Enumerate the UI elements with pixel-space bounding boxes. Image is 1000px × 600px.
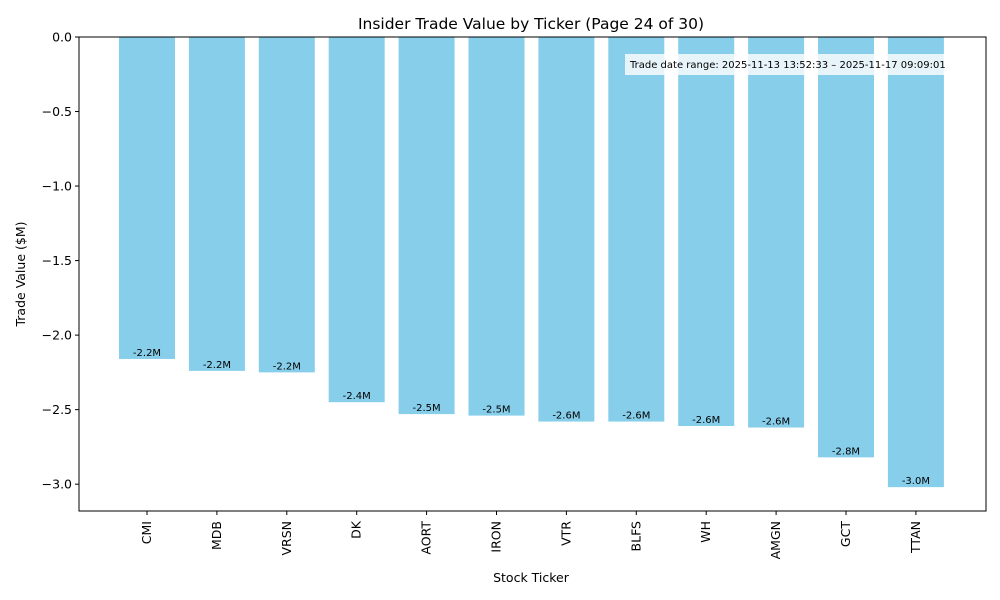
data-label-vtr: -2.6M bbox=[552, 411, 580, 422]
y-axis-label: Trade Value ($M) bbox=[13, 222, 28, 328]
bar-wh bbox=[678, 37, 735, 427]
y-axis: 0.0 −0.5 −1.0 −1.5 −2.0 −2.5 −3.0 bbox=[42, 30, 79, 492]
y-tick-label: 0.0 bbox=[52, 30, 72, 45]
bar-mdb bbox=[188, 37, 245, 371]
chart-title: Insider Trade Value by Ticker (Page 24 o… bbox=[358, 15, 704, 33]
bar-dk bbox=[328, 37, 385, 403]
y-tick-label: −2.0 bbox=[42, 328, 72, 343]
data-label-dk: -2.4M bbox=[343, 391, 371, 402]
y-tick-label: −1.0 bbox=[42, 179, 72, 194]
data-label-iron: -2.5M bbox=[482, 405, 510, 416]
bars-group bbox=[119, 37, 944, 488]
data-label-blfs: -2.6M bbox=[622, 411, 650, 422]
x-tick-label-wh: WH bbox=[698, 521, 713, 543]
x-axis-label: Stock Ticker bbox=[493, 570, 570, 585]
x-tick-label-blfs: BLFS bbox=[628, 521, 643, 552]
bar-aort bbox=[398, 37, 455, 415]
bar-ttan bbox=[887, 37, 944, 488]
x-tick-label-iron: IRON bbox=[489, 521, 504, 553]
data-label-wh: -2.6M bbox=[692, 415, 720, 426]
bar-iron bbox=[468, 37, 525, 416]
y-tick-label: −3.0 bbox=[42, 477, 72, 492]
data-label-cmi: -2.2M bbox=[133, 348, 161, 359]
bar-amgn bbox=[748, 37, 805, 428]
x-tick-label-dk: DK bbox=[349, 520, 364, 539]
x-tick-label-vrsn: VRSN bbox=[279, 521, 294, 556]
x-tick-label-ttan: TTAN bbox=[908, 521, 923, 554]
annotation-text: Trade date range: 2025-11-13 13:52:33 – … bbox=[629, 60, 946, 71]
data-label-ttan: -3.0M bbox=[902, 476, 930, 487]
x-tick-label-cmi: CMI bbox=[139, 521, 154, 544]
plot-frame bbox=[78, 36, 987, 512]
x-tick-label-aort: AORT bbox=[419, 521, 434, 555]
data-label-vrsn: -2.2M bbox=[273, 361, 301, 372]
annotation-box bbox=[625, 54, 985, 75]
y-tick-label: −0.5 bbox=[42, 104, 72, 119]
x-tick-label-vtr: VTR bbox=[558, 521, 573, 546]
bar-vtr bbox=[538, 37, 595, 422]
bar-cmi bbox=[119, 37, 175, 359]
data-label-mdb: -2.2M bbox=[203, 360, 231, 371]
bar-blfs bbox=[608, 37, 665, 422]
x-tick-label-gct: GCT bbox=[838, 521, 853, 547]
data-label-aort: -2.5M bbox=[413, 403, 441, 414]
bar-gct bbox=[818, 37, 874, 458]
y-tick-label: −2.5 bbox=[42, 402, 72, 417]
data-label-gct: -2.8M bbox=[832, 446, 860, 457]
bar-vrsn bbox=[258, 37, 315, 373]
x-axis: CMI MDB VRSN DK AORT IRON VTR BLFS WH AMGN GCT TTAN bbox=[139, 511, 923, 559]
y-tick-label: −1.5 bbox=[42, 253, 72, 268]
x-tick-label-amgn: AMGN bbox=[768, 521, 783, 559]
data-label-amgn: -2.6M bbox=[762, 417, 790, 428]
x-tick-label-mdb: MDB bbox=[209, 521, 224, 550]
bar-labels-group: -2.2M -2.2M -2.2M -2.4M -2.5M -2.5M -2.6M -2.6M… bbox=[133, 348, 930, 487]
date-range-annotation: Trade date range: 2025-11-13 13:52:33 – … bbox=[625, 54, 985, 75]
